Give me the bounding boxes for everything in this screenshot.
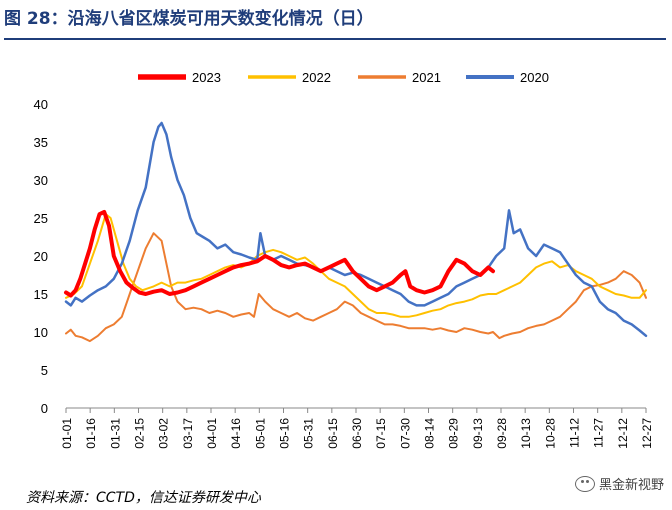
x-tick-label: 08-29 bbox=[447, 418, 461, 449]
y-tick-label: 0 bbox=[41, 401, 48, 416]
series-line-2022 bbox=[65, 213, 647, 318]
legend-label-2022: 2022 bbox=[302, 70, 331, 85]
x-tick-label: 06-30 bbox=[350, 418, 364, 449]
x-tick-label: 12-27 bbox=[640, 418, 654, 449]
x-tick-label: 09-13 bbox=[471, 418, 485, 449]
y-tick-label: 5 bbox=[41, 363, 48, 378]
x-tick-label: 05-16 bbox=[278, 418, 292, 449]
x-axis: 01-01 01-16 01-31 02-15 03-02 03-17 04-01 04-16… bbox=[60, 407, 654, 449]
series-line-2020 bbox=[64, 121, 648, 338]
x-tick-label: 05-31 bbox=[302, 418, 316, 449]
y-tick-label: 25 bbox=[34, 211, 48, 226]
source-note: 资料来源：CCTD，信达证券研发中心 bbox=[26, 490, 261, 506]
x-tick-label: 10-13 bbox=[519, 418, 533, 449]
series-line-2021 bbox=[65, 232, 647, 343]
x-tick-label: 12-12 bbox=[616, 418, 630, 449]
x-tick-label: 01-31 bbox=[108, 418, 122, 449]
legend-label-2020: 2020 bbox=[520, 70, 549, 85]
x-tick-label: 03-02 bbox=[157, 418, 171, 449]
y-tick-label: 10 bbox=[34, 325, 48, 340]
watermark-text: 黑金新视野 bbox=[598, 478, 664, 493]
title-divider bbox=[4, 38, 666, 40]
x-tick-label: 02-15 bbox=[133, 418, 147, 449]
x-tick-label: 05-01 bbox=[253, 418, 267, 449]
y-tick-label: 30 bbox=[34, 173, 48, 188]
y-tick-label: 35 bbox=[34, 135, 48, 150]
x-tick-label: 04-01 bbox=[205, 418, 219, 449]
x-tick-label: 04-16 bbox=[229, 418, 243, 449]
wechat-icon bbox=[574, 475, 595, 492]
x-tick-label: 07-30 bbox=[398, 418, 412, 449]
x-tick-label: 06-15 bbox=[326, 418, 340, 449]
x-tick-label: 03-17 bbox=[181, 418, 195, 449]
x-tick-label: 01-16 bbox=[84, 418, 98, 449]
y-tick-label: 20 bbox=[34, 249, 48, 264]
y-axis: 0 5 10 15 20 25 30 35 40 bbox=[34, 97, 48, 416]
x-tick-label: 11-27 bbox=[592, 418, 606, 448]
y-tick-label: 15 bbox=[34, 287, 48, 302]
chart-title: 图 28：沿海八省区煤炭可用天数变化情况（日） bbox=[4, 9, 374, 29]
series-line-2023 bbox=[64, 209, 495, 298]
watermark: 黑金新视野 bbox=[574, 474, 664, 493]
x-tick-label: 10-28 bbox=[543, 418, 557, 449]
chart-legend: 2023 2022 2021 2020 bbox=[138, 70, 549, 85]
series-lines bbox=[64, 121, 648, 343]
x-tick-label: 07-15 bbox=[374, 418, 388, 449]
y-tick-label: 40 bbox=[34, 97, 48, 112]
x-tick-label: 11-12 bbox=[568, 418, 582, 448]
x-tick-label: 08-14 bbox=[423, 418, 437, 449]
legend-label-2023: 2023 bbox=[192, 70, 221, 85]
legend-label-2021: 2021 bbox=[412, 70, 441, 85]
x-tick-label: 09-28 bbox=[495, 418, 509, 449]
x-tick-label: 01-01 bbox=[60, 418, 74, 449]
